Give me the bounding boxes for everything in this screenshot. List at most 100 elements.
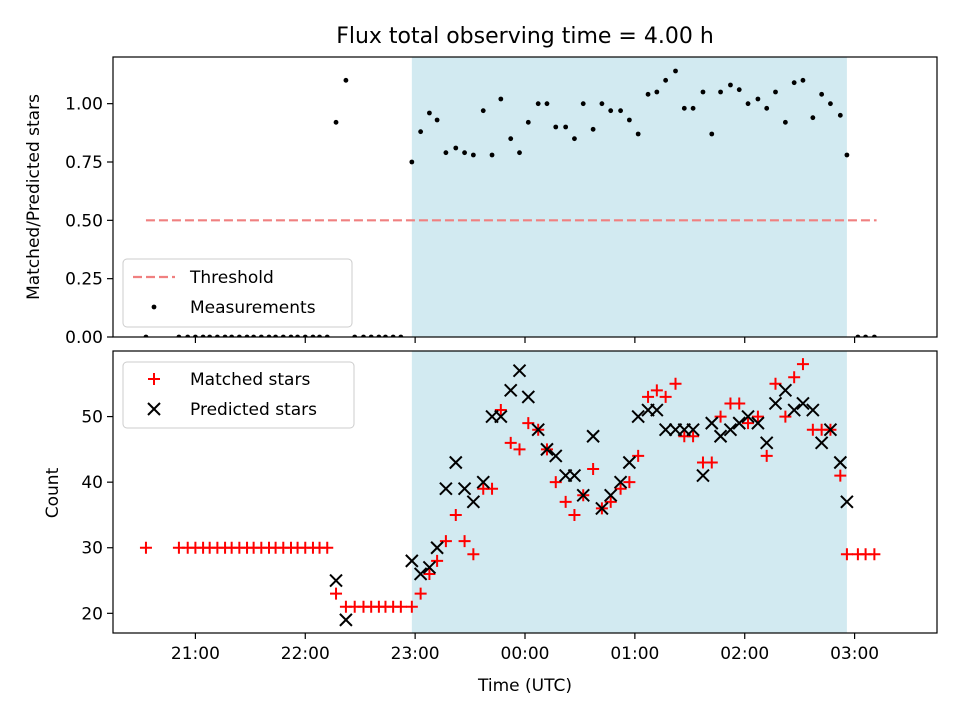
predicted-stars-point xyxy=(603,488,618,502)
ratio-axes: 0.00 0.25 0.50 0.75 1.00 xyxy=(65,95,856,348)
chart-title: Flux total observing time = 4.00 h xyxy=(336,24,714,49)
measurements-point xyxy=(709,131,715,137)
count-legend: Matched stars Predicted stars xyxy=(122,361,355,429)
observing-window-band xyxy=(411,57,847,337)
predicted-stars-point xyxy=(430,541,444,555)
predicted-stars-point xyxy=(696,468,710,483)
measurements-point xyxy=(791,80,797,86)
matched-stars-point xyxy=(587,463,600,476)
measurements-point xyxy=(498,96,504,102)
predicted-stars-point xyxy=(787,403,801,417)
matched-stars-point xyxy=(494,404,507,417)
count-plot-area xyxy=(139,351,881,633)
matched-stars-point xyxy=(394,600,407,613)
matched-stars-point xyxy=(414,587,427,600)
measurements-point xyxy=(736,87,742,93)
measurements-point xyxy=(800,77,806,83)
observing-window-band xyxy=(411,351,847,633)
measurements-point xyxy=(580,101,586,107)
ratio-legend-box xyxy=(122,258,353,328)
x-tick-label: 21:00 xyxy=(171,644,220,664)
matched-stars-point xyxy=(788,371,801,384)
matched-stars-point xyxy=(669,377,682,390)
predicted-legend-swatch xyxy=(147,402,161,416)
matched-legend-label: Matched stars xyxy=(190,370,310,390)
measurements-legend-swatch xyxy=(151,304,157,310)
matched-stars-point xyxy=(733,397,746,410)
measurements-point xyxy=(728,82,733,88)
x-tick-label: 22:00 xyxy=(281,644,330,664)
measurements-point xyxy=(434,117,440,123)
measurements-point xyxy=(418,129,424,135)
matched-stars-point xyxy=(423,567,436,580)
threshold-legend-label: Threshold xyxy=(189,268,274,288)
predicted-stars-point xyxy=(494,409,508,424)
predicted-stars-point xyxy=(439,482,453,496)
y-tick-label: 20 xyxy=(81,604,103,624)
measurements-point xyxy=(462,150,467,156)
x-tick-label: 03:00 xyxy=(830,644,879,664)
measurements-point xyxy=(409,159,415,165)
x-tick-label: 01:00 xyxy=(610,644,659,664)
measurements-point xyxy=(654,89,660,95)
matched-stars-point xyxy=(751,410,764,423)
predicted-stars-point xyxy=(504,383,518,398)
predicted-stars-point xyxy=(631,409,645,424)
matched-stars-point xyxy=(321,541,334,554)
measurements-point xyxy=(427,110,432,116)
measurements-legend-label: Measurements xyxy=(190,298,316,318)
matched-stars-point xyxy=(779,410,792,423)
matched-legend-swatch xyxy=(148,373,160,385)
predicted-stars-point xyxy=(540,442,554,457)
predicted-stars-point xyxy=(466,495,481,509)
measurements-point xyxy=(525,119,531,125)
y-tick-label: 1.00 xyxy=(65,95,103,115)
matched-stars-point xyxy=(769,377,782,390)
predicted-stars-point xyxy=(658,422,673,437)
matched-stars-point xyxy=(559,495,572,508)
predicted-stars-point xyxy=(768,396,783,411)
measurements-point xyxy=(343,77,349,83)
matched-stars-point xyxy=(868,548,881,561)
predicted-stars-point xyxy=(650,403,664,417)
measurements-point xyxy=(535,101,541,107)
predicted-stars-point xyxy=(476,475,490,489)
predicted-stars-point xyxy=(796,396,810,411)
x-tick-label: 23:00 xyxy=(391,644,440,664)
count-legend-box xyxy=(122,361,355,429)
predicted-stars-point xyxy=(840,495,854,509)
measurements-point xyxy=(810,115,816,121)
ratio-y-axis-label: Matched/Predicted stars xyxy=(24,94,44,300)
ratio-legend: Threshold Measurements xyxy=(122,258,353,328)
predicted-stars-point xyxy=(713,429,728,443)
matched-stars-point xyxy=(623,476,636,489)
y-tick-label: 40 xyxy=(81,473,103,493)
measurements-point xyxy=(700,89,706,95)
measurements-point xyxy=(782,119,788,125)
y-tick-label: 0.00 xyxy=(65,328,103,348)
predicted-stars-point xyxy=(806,403,820,417)
measurements-point xyxy=(755,96,761,102)
measurements-point xyxy=(828,101,833,107)
measurements-point xyxy=(590,126,596,132)
predicted-stars-point xyxy=(751,416,765,430)
matched-stars-point xyxy=(614,482,627,495)
predicted-stars-point xyxy=(622,455,637,470)
matched-stars-point xyxy=(650,384,663,397)
measurements-point xyxy=(553,124,559,130)
count-panel-frame xyxy=(112,350,938,634)
measurements-point xyxy=(673,68,678,74)
measurements-point xyxy=(443,150,449,156)
measurements-point xyxy=(645,91,651,97)
measurements-point xyxy=(663,77,669,83)
predicted-stars-point xyxy=(521,390,536,404)
ratio-panel: 0.00 0.25 0.50 0.75 1.00 Matched/Predicted s… xyxy=(24,56,938,348)
measurements-point xyxy=(508,136,514,142)
predicted-stars-point xyxy=(549,449,563,463)
measurements-point xyxy=(745,101,751,107)
matched-stars-point xyxy=(504,436,517,449)
y-tick-label: 0.75 xyxy=(65,153,103,173)
measurements-point xyxy=(618,108,623,114)
measurements-point xyxy=(681,105,687,111)
count-panel: 20 30 40 50 21:00 22:00 23:00 00:00 01:00 02:00 03… xyxy=(43,350,938,664)
